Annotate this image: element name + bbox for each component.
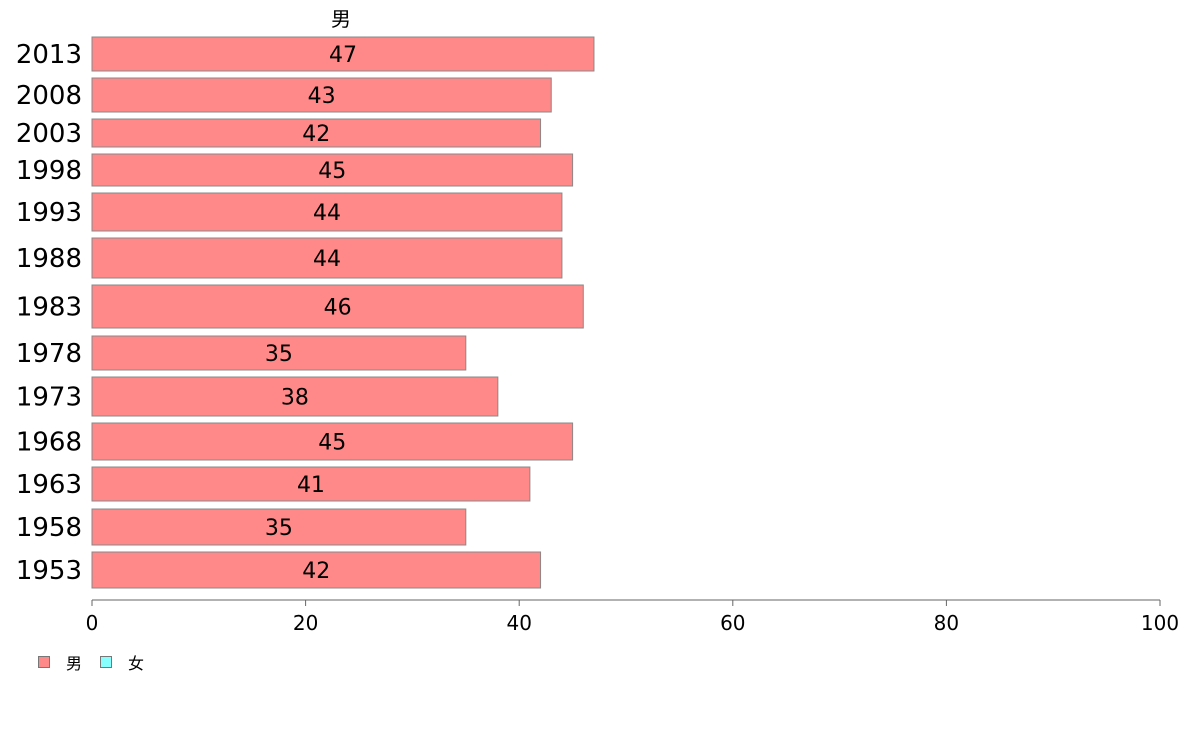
y-tick-label-1968: 1968 xyxy=(16,428,82,458)
bar-value-label-1998: 45 xyxy=(318,159,346,184)
y-tick-label-1953: 1953 xyxy=(16,556,82,586)
bar-1953[interactable] xyxy=(91,551,542,589)
x-tick-label-0: 0 xyxy=(86,611,99,635)
x-axis: 0 20 40 60 80 100 xyxy=(86,599,1179,635)
y-tick-label-1993: 1993 xyxy=(16,198,82,228)
bar-1988[interactable] xyxy=(91,237,563,279)
bar-1978[interactable] xyxy=(91,335,467,371)
y-tick-label-2003: 2003 xyxy=(16,119,82,149)
bar-value-label-1953: 42 xyxy=(302,559,330,584)
series-title: 男 xyxy=(331,7,351,31)
x-tick-label-100: 100 xyxy=(1141,611,1179,635)
y-tick-label-1983: 1983 xyxy=(16,293,82,323)
legend-label-female: 女 xyxy=(128,654,145,673)
bar-1958[interactable] xyxy=(91,508,467,546)
bar-value-label-2013: 47 xyxy=(329,43,357,68)
bar-value-label-2003: 42 xyxy=(302,122,330,147)
bar-1983[interactable] xyxy=(91,284,584,329)
x-tick-label-40: 40 xyxy=(506,611,531,635)
y-tick-label-1978: 1978 xyxy=(16,339,82,369)
legend: 男 女 xyxy=(38,650,152,674)
legend-item-female[interactable]: 女 xyxy=(100,650,144,674)
legend-item-male[interactable]: 男 xyxy=(38,650,82,674)
legend-label-male: 男 xyxy=(66,654,83,673)
legend-swatch-female xyxy=(100,656,113,668)
bar-value-label-1963: 41 xyxy=(297,473,325,498)
bar-value-label-2008: 43 xyxy=(308,84,336,109)
y-tick-label-1998: 1998 xyxy=(16,156,82,186)
bar-value-label-1983: 46 xyxy=(324,296,352,321)
y-tick-label-2013: 2013 xyxy=(16,40,82,70)
bar-1973[interactable] xyxy=(91,376,499,417)
y-tick-label-2008: 2008 xyxy=(16,81,82,111)
y-axis-labels: 2013 2008 2003 1998 1993 1988 1983 1978 1973 1968… xyxy=(16,40,82,586)
bar-value-label-1968: 45 xyxy=(318,431,346,456)
bar-value-label-1958: 35 xyxy=(265,516,293,541)
x-tick-label-80: 80 xyxy=(934,611,959,635)
y-tick-label-1958: 1958 xyxy=(16,513,82,543)
y-tick-label-1963: 1963 xyxy=(16,470,82,500)
y-tick-label-1973: 1973 xyxy=(16,383,82,413)
bar-1993[interactable] xyxy=(91,192,563,232)
x-tick-label-20: 20 xyxy=(293,611,318,635)
bar-2008[interactable] xyxy=(91,77,552,113)
bar-value-label-1973: 38 xyxy=(281,386,309,411)
bar-value-label-1988: 44 xyxy=(313,247,341,272)
x-tick-label-60: 60 xyxy=(720,611,745,635)
bar-value-label-1993: 44 xyxy=(313,201,341,226)
bar-1998[interactable] xyxy=(91,153,574,187)
bar-1968[interactable] xyxy=(91,422,574,461)
bar-value-label-1978: 35 xyxy=(265,342,293,367)
bar-2013[interactable] xyxy=(91,36,595,72)
legend-swatch-male xyxy=(38,656,50,668)
bar-1963[interactable] xyxy=(91,466,531,502)
bar-2003[interactable] xyxy=(91,118,542,148)
y-tick-label-1988: 1988 xyxy=(16,244,82,274)
